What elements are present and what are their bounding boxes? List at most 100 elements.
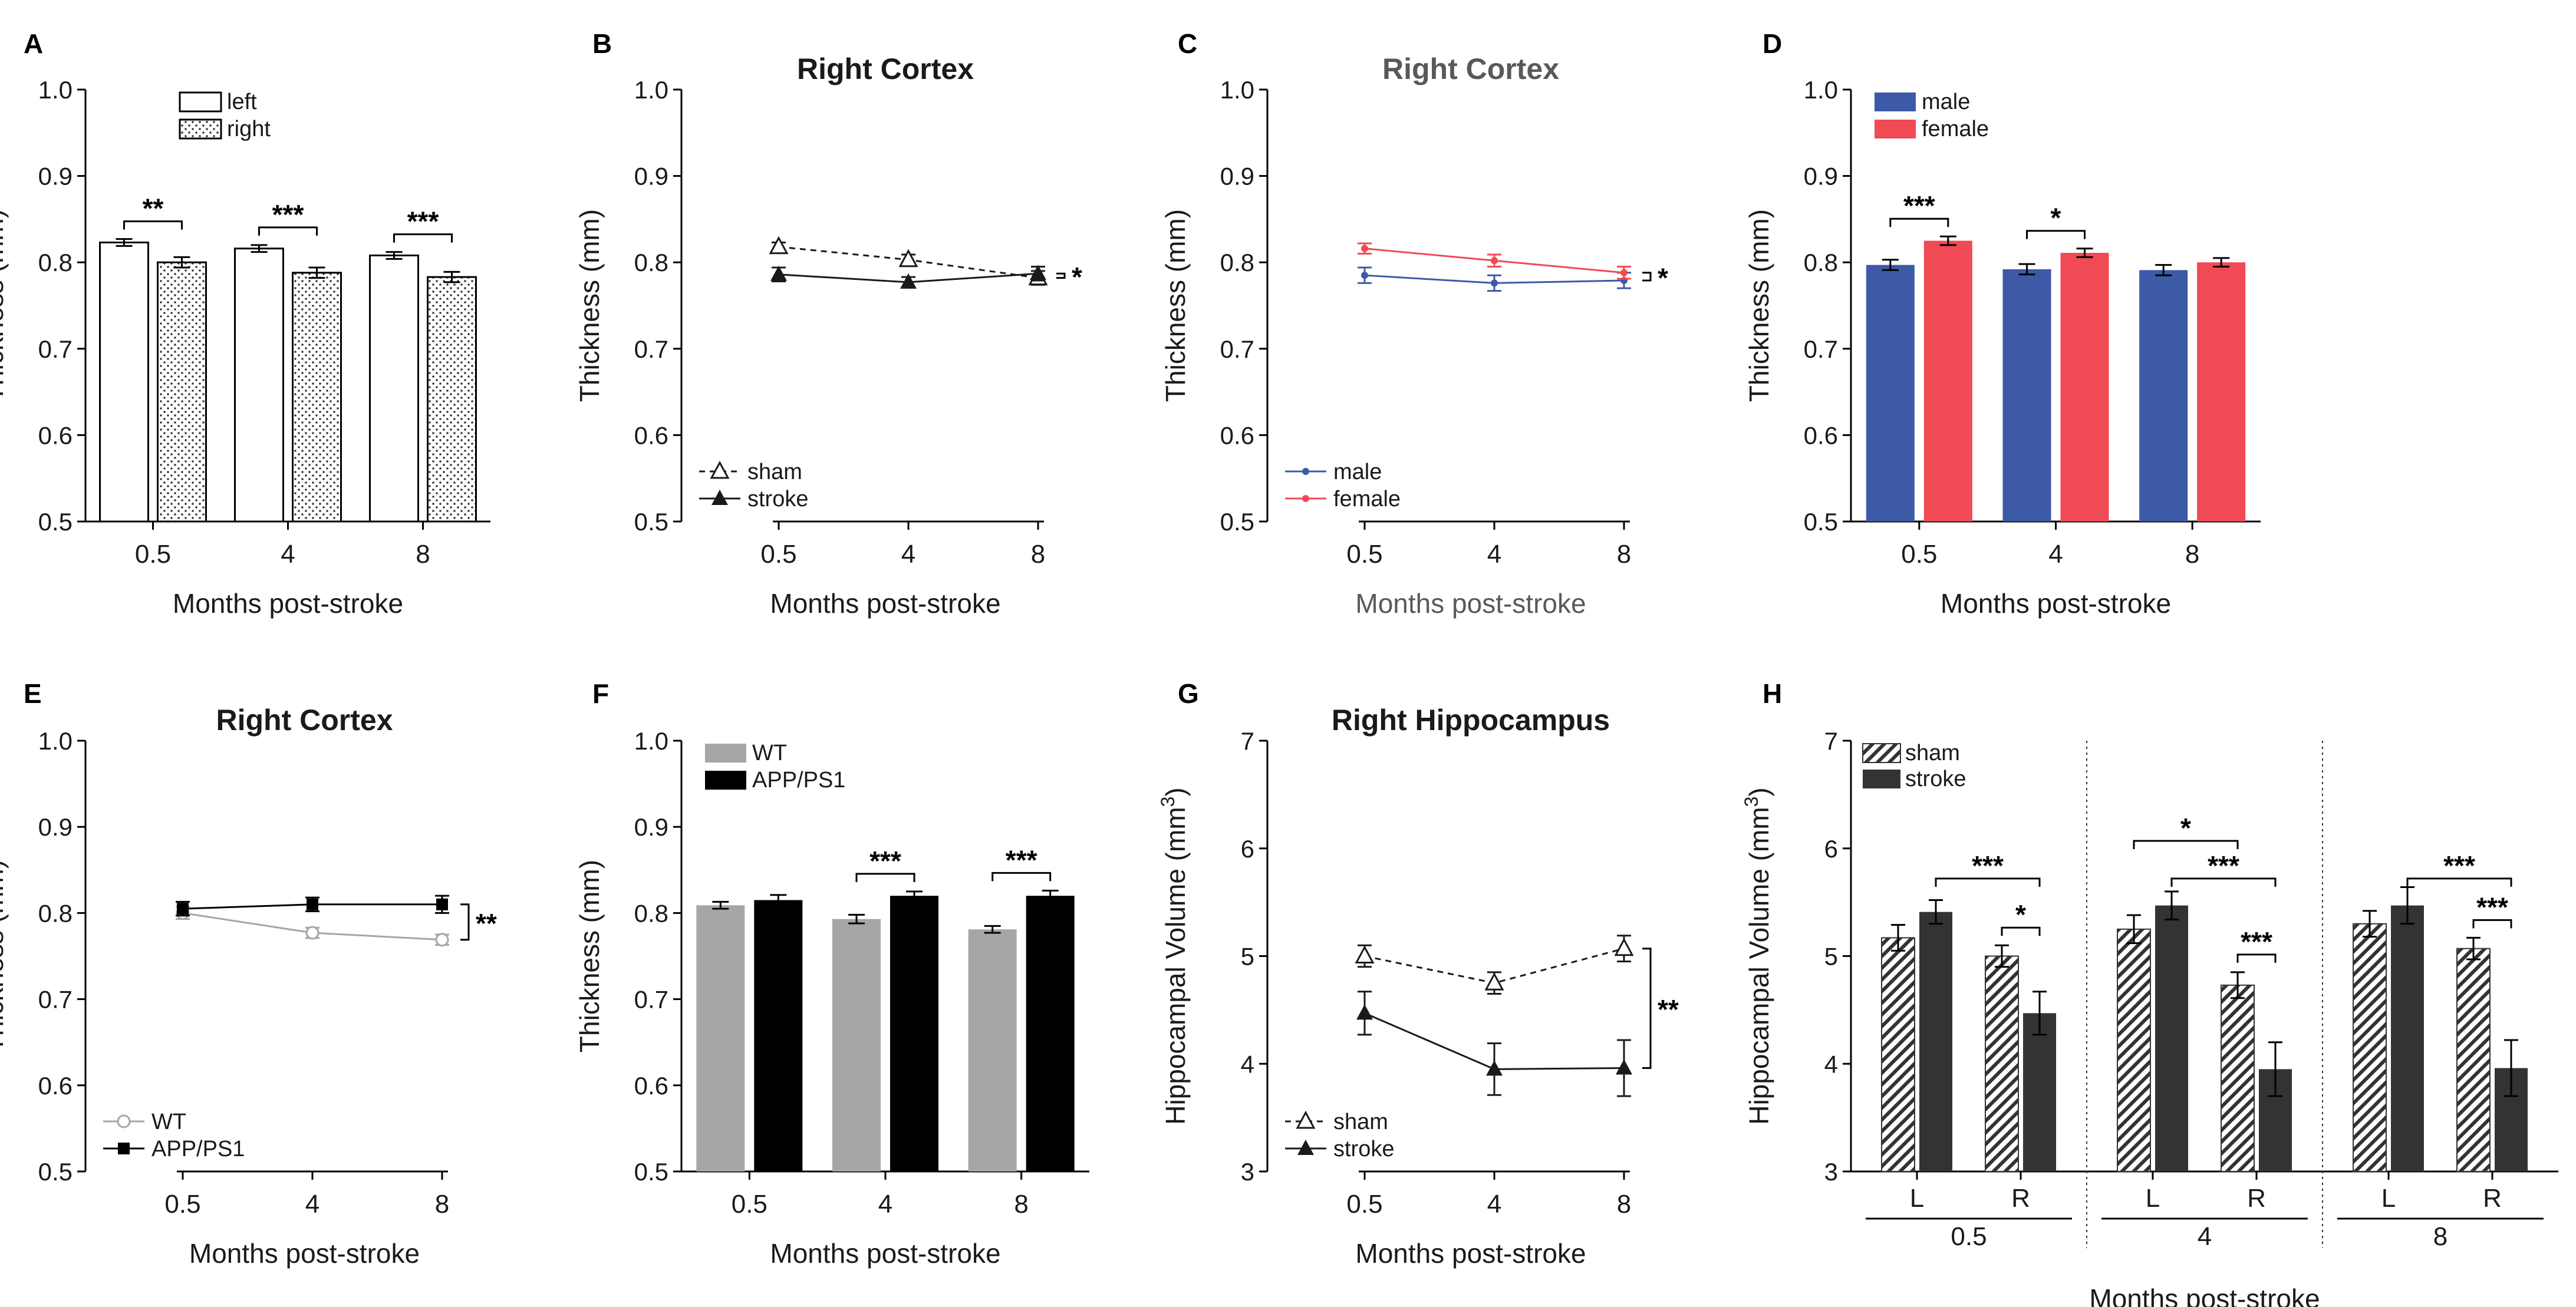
y-tick-label: 0.6 bbox=[38, 421, 73, 449]
y-tick-label: 0.6 bbox=[38, 1072, 73, 1100]
bar-female bbox=[2060, 253, 2109, 522]
subgroup-label: R bbox=[2483, 1184, 2502, 1213]
significance-bracket bbox=[1889, 217, 1949, 227]
bar-male bbox=[2002, 269, 2051, 522]
y-tick-label: 0.5 bbox=[634, 1158, 668, 1186]
y-tick-label: 3 bbox=[1241, 1158, 1254, 1186]
chart-title: Right Cortex bbox=[216, 704, 393, 737]
y-tick-label: 4 bbox=[1824, 1050, 1838, 1078]
y-tick-label: 0.8 bbox=[634, 249, 668, 276]
y-axis-label-end: ) bbox=[1744, 787, 1774, 796]
marker-open-circle bbox=[435, 933, 449, 947]
y-axis-label-end: ) bbox=[1160, 787, 1191, 796]
marker-filled-triangle bbox=[1297, 1140, 1314, 1155]
y-axis-label-main: Hippocampal Volume (mm bbox=[1744, 807, 1774, 1124]
x-axis-label: Months post-stroke bbox=[1355, 1238, 1586, 1269]
marker-open-triangle bbox=[1614, 938, 1634, 956]
x-tick-label: 0.5 bbox=[164, 1190, 200, 1219]
y-tick-label: 4 bbox=[1241, 1050, 1254, 1078]
y-tick-label: 6 bbox=[1241, 835, 1254, 863]
marker-filled-square bbox=[177, 903, 189, 915]
panel-c: C 0.5 0.6 0.7 0.8 0.9 1.0 Thickness (mm) Right C… bbox=[1160, 28, 1668, 619]
marker-open-circle bbox=[305, 926, 319, 940]
y-axis-label: Hippocampal Volume (mm3) bbox=[1157, 787, 1191, 1125]
x-tick-label: 4 bbox=[901, 540, 915, 569]
panel-letter: H bbox=[1763, 678, 1782, 709]
y-tick-label: 0.7 bbox=[1804, 335, 1838, 363]
x-axis-label: Months post-stroke bbox=[189, 1238, 420, 1269]
group-label: 4 bbox=[2198, 1222, 2212, 1251]
x-tick-label: 0.5 bbox=[1901, 540, 1937, 569]
bar-male bbox=[1866, 265, 1915, 522]
y-tick-label: 0.8 bbox=[38, 899, 73, 927]
bar-app-ps1 bbox=[1026, 896, 1075, 1171]
legend-label: stroke bbox=[1905, 767, 1966, 791]
significance-bracket bbox=[855, 873, 915, 882]
y-tick-label: 0.5 bbox=[38, 1158, 73, 1186]
legend-swatch bbox=[705, 771, 746, 790]
legend-label: sham bbox=[1905, 741, 1960, 765]
y-tick-label: 1.0 bbox=[634, 727, 668, 755]
x-tick-label: 8 bbox=[435, 1190, 449, 1219]
significance-bracket bbox=[991, 872, 1052, 882]
legend-label: APP/PS1 bbox=[752, 768, 845, 793]
x-axis-label: Months post-stroke bbox=[173, 588, 403, 619]
significance-label: *** bbox=[2241, 926, 2272, 957]
y-axis-label: Thickness (mm) bbox=[574, 209, 605, 402]
significance-label: ** bbox=[143, 193, 164, 224]
panel-letter: E bbox=[24, 678, 42, 709]
subgroup-label: L bbox=[2381, 1184, 2396, 1213]
bar-app-ps1 bbox=[890, 896, 938, 1171]
significance-label: *** bbox=[2443, 850, 2475, 881]
x-tick-label: 4 bbox=[305, 1190, 319, 1219]
end-bracket-label: * bbox=[1072, 262, 1082, 292]
bar-female bbox=[2197, 262, 2246, 522]
bar-wt bbox=[968, 929, 1017, 1171]
legend-label: male bbox=[1333, 460, 1382, 484]
panel-b: B 0.5 0.6 0.7 0.8 0.9 1.0 Thickness (mm) Right C… bbox=[574, 28, 1082, 619]
marker-open-triangle bbox=[710, 460, 730, 479]
bar-sham bbox=[1985, 955, 2019, 1172]
bar-wt bbox=[696, 905, 745, 1171]
bar-right bbox=[157, 261, 207, 523]
y-tick-label: 7 bbox=[1241, 727, 1254, 755]
y-tick-label: 1.0 bbox=[38, 727, 73, 755]
y-axis-label-sup: 3 bbox=[1741, 797, 1762, 807]
x-tick-label: 8 bbox=[2185, 540, 2199, 569]
legend-label: stroke bbox=[1333, 1137, 1394, 1161]
y-tick-label: 0.6 bbox=[1804, 421, 1838, 449]
y-tick-label: 0.8 bbox=[634, 899, 668, 927]
significance-bracket bbox=[2236, 953, 2277, 963]
legend-label: sham bbox=[1333, 1110, 1388, 1134]
x-tick-label: 0.5 bbox=[1346, 1190, 1382, 1219]
x-axis-label: Months post-stroke bbox=[770, 1238, 1000, 1269]
marker-dot bbox=[1302, 495, 1309, 502]
significance-label: *** bbox=[407, 206, 439, 237]
significance-label: *** bbox=[869, 846, 901, 876]
panel-letter: G bbox=[1178, 678, 1199, 709]
y-tick-label: 0.6 bbox=[1220, 421, 1254, 449]
significance-bracket bbox=[2170, 877, 2277, 887]
x-tick-label: 0.5 bbox=[760, 540, 796, 569]
y-tick-label: 1.0 bbox=[1220, 76, 1254, 104]
bar-stroke bbox=[1919, 912, 1952, 1171]
x-axis-label: Months post-stroke bbox=[1355, 588, 1586, 619]
y-tick-label: 0.9 bbox=[38, 813, 73, 841]
x-tick-label: 4 bbox=[281, 540, 295, 569]
x-axis-label: Months post-stroke bbox=[770, 588, 1000, 619]
panel-letter: C bbox=[1178, 28, 1197, 59]
y-tick-label: 0.7 bbox=[38, 986, 73, 1014]
marker-filled-triangle bbox=[1616, 1059, 1632, 1075]
y-tick-label: 0.9 bbox=[1804, 163, 1838, 190]
significance-bracket bbox=[2133, 840, 2239, 849]
significance-label: *** bbox=[1006, 844, 1037, 875]
panel-a: A 0.5 0.6 0.7 0.8 0.9 1.0 Thickness (mm) 0.5 4 8 **… bbox=[0, 28, 490, 619]
x-tick-label: 8 bbox=[1031, 540, 1045, 569]
end-bracket bbox=[1056, 272, 1066, 279]
y-tick-label: 0.9 bbox=[1220, 163, 1254, 190]
panel-letter: F bbox=[592, 678, 609, 709]
legend-swatch bbox=[179, 91, 222, 113]
marker-filled-square bbox=[436, 898, 448, 910]
y-axis-label: Thickness (mm) bbox=[574, 860, 605, 1052]
